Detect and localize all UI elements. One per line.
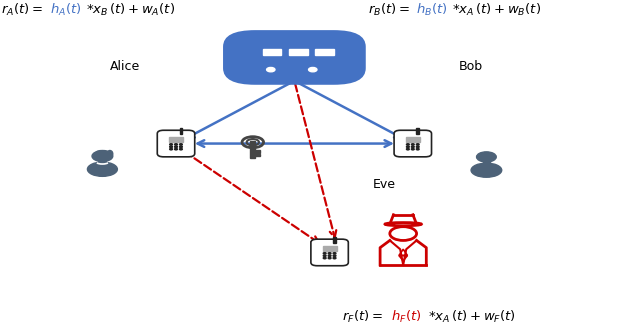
Circle shape	[412, 148, 414, 150]
Circle shape	[262, 65, 279, 74]
Bar	[417, 128, 419, 134]
Circle shape	[323, 253, 326, 254]
Circle shape	[328, 253, 331, 254]
Text: $* x_B\,(t) + w_A(t)$: $* x_B\,(t) + w_A(t)$	[86, 2, 175, 18]
Circle shape	[406, 144, 410, 145]
FancyBboxPatch shape	[223, 30, 366, 85]
Bar	[179, 128, 182, 134]
Circle shape	[308, 67, 317, 72]
Circle shape	[412, 146, 414, 148]
Text: $h_B(t)$: $h_B(t)$	[416, 2, 447, 18]
Circle shape	[323, 257, 326, 259]
Circle shape	[175, 148, 177, 150]
Circle shape	[305, 65, 321, 74]
Circle shape	[477, 152, 496, 162]
Circle shape	[416, 144, 419, 145]
Circle shape	[180, 148, 182, 150]
Text: $r_A(t) = $: $r_A(t) = $	[1, 2, 42, 18]
Bar	[255, 154, 260, 156]
Circle shape	[323, 255, 326, 256]
Ellipse shape	[385, 223, 422, 226]
Circle shape	[333, 253, 336, 254]
Circle shape	[328, 257, 331, 259]
Text: $h_F(t)$: $h_F(t)$	[391, 309, 422, 325]
Bar	[263, 49, 282, 55]
Text: $* x_A\,(t) + w_B(t)$: $* x_A\,(t) + w_B(t)$	[452, 2, 541, 18]
Bar	[99, 159, 106, 163]
Circle shape	[412, 144, 414, 145]
Ellipse shape	[471, 163, 502, 177]
Text: Eve: Eve	[372, 178, 396, 191]
Circle shape	[416, 148, 419, 150]
Circle shape	[170, 144, 173, 145]
FancyBboxPatch shape	[157, 130, 195, 157]
Circle shape	[267, 67, 275, 72]
Bar	[255, 150, 260, 152]
Ellipse shape	[96, 150, 109, 155]
Circle shape	[390, 227, 417, 241]
Circle shape	[170, 146, 173, 148]
Circle shape	[175, 146, 177, 148]
Text: $h_A(t)$: $h_A(t)$	[50, 2, 81, 18]
Circle shape	[416, 146, 419, 148]
FancyBboxPatch shape	[311, 239, 348, 266]
Text: Bob: Bob	[458, 59, 483, 73]
Circle shape	[180, 144, 182, 145]
Circle shape	[406, 146, 410, 148]
Bar	[333, 237, 336, 243]
Circle shape	[92, 151, 113, 161]
Circle shape	[406, 148, 410, 150]
Bar	[250, 142, 255, 158]
Bar	[406, 137, 420, 142]
Text: $r_F(t) = $: $r_F(t) = $	[342, 309, 383, 325]
Circle shape	[333, 255, 336, 256]
FancyBboxPatch shape	[394, 130, 431, 157]
Ellipse shape	[88, 162, 117, 176]
Bar	[316, 49, 334, 55]
Circle shape	[180, 146, 182, 148]
Text: $r_B(t) = $: $r_B(t) = $	[368, 2, 410, 18]
Ellipse shape	[107, 150, 113, 157]
Circle shape	[170, 148, 173, 150]
Bar	[289, 49, 307, 55]
Bar	[323, 246, 337, 251]
Text: Alice: Alice	[109, 59, 140, 73]
Text: $* x_A\,(t) + w_F(t)$: $* x_A\,(t) + w_F(t)$	[428, 309, 515, 325]
Bar	[169, 137, 183, 142]
Circle shape	[175, 144, 177, 145]
Bar	[483, 160, 490, 163]
Circle shape	[328, 255, 331, 256]
Circle shape	[333, 257, 336, 259]
